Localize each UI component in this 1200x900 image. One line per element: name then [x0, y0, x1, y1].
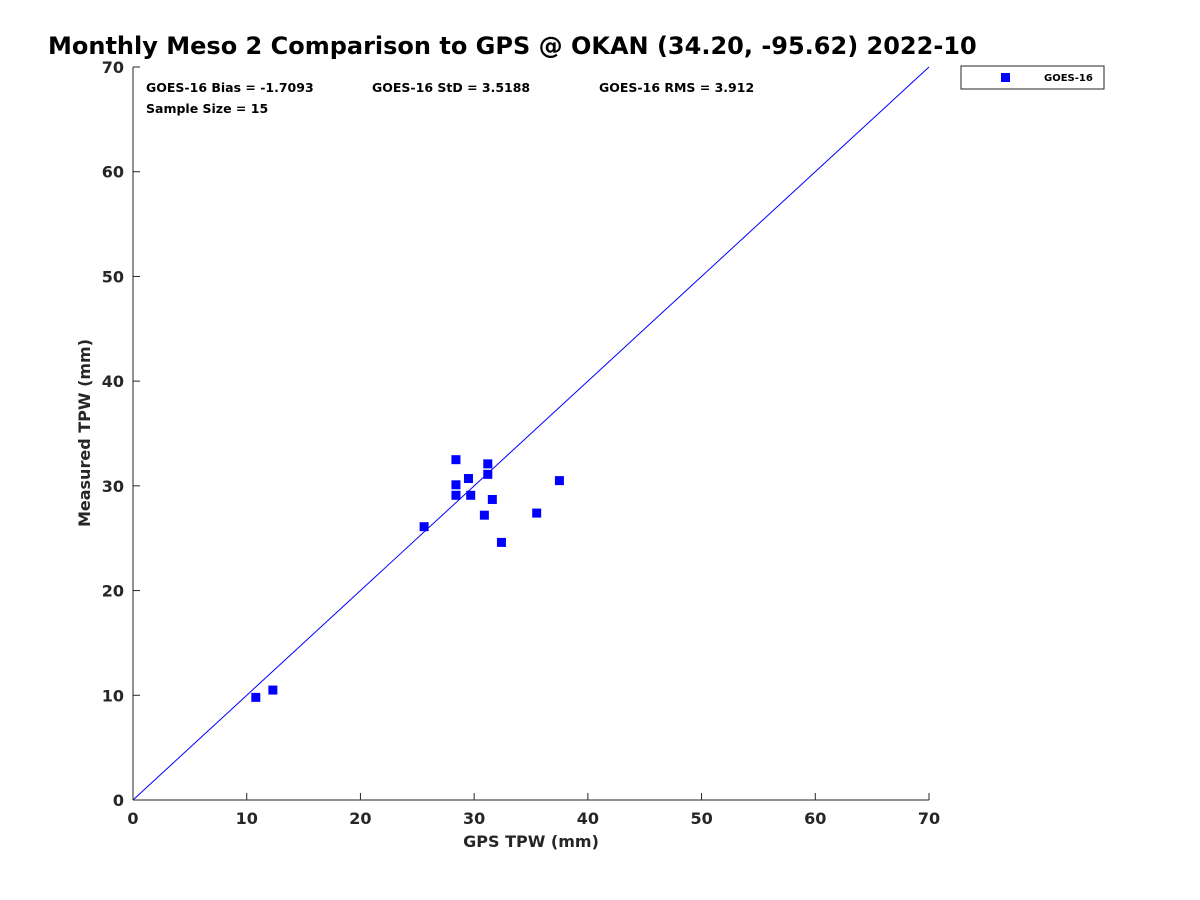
- data-point: [451, 480, 461, 490]
- data-points-layer: [251, 455, 564, 702]
- rms-annotation: GOES-16 RMS = 3.912: [599, 80, 754, 95]
- y-tick-label: 50: [102, 267, 124, 286]
- legend-box: [960, 65, 1105, 90]
- data-point: [554, 476, 564, 486]
- y-tick-label: 0: [113, 791, 124, 810]
- x-tick-label: 0: [127, 809, 138, 828]
- y-tick-label: 40: [102, 372, 124, 391]
- legend-label-goes16: GOES-16: [1044, 73, 1093, 84]
- data-point: [251, 692, 261, 702]
- data-point: [532, 508, 542, 518]
- y-ticks: 0 10 20 30 40 50 60 70: [102, 58, 140, 810]
- data-point: [496, 537, 506, 547]
- data-point: [419, 522, 429, 532]
- data-point: [487, 494, 497, 504]
- y-tick-label: 60: [102, 163, 124, 182]
- reference-line-layer: [132, 66, 930, 801]
- data-point: [451, 490, 461, 500]
- x-tick-label: 60: [804, 809, 826, 828]
- x-tick-label: 10: [236, 809, 258, 828]
- legend-marker-goes16: [1001, 73, 1010, 82]
- x-ticks: 0 10 20 30 40 50 60 70: [127, 793, 940, 828]
- y-tick-label: 20: [102, 582, 124, 601]
- y-tick-label: 30: [102, 477, 124, 496]
- bias-annotation: GOES-16 Bias = -1.7093: [146, 80, 314, 95]
- x-tick-label: 20: [349, 809, 371, 828]
- sample-size-annotation: Sample Size = 15: [146, 101, 268, 116]
- legend: GOES-16: [960, 65, 1105, 90]
- x-tick-label: 70: [918, 809, 940, 828]
- data-point: [463, 474, 473, 484]
- reference-line: [132, 66, 930, 801]
- y-axis-label: Measured TPW (mm): [75, 339, 94, 527]
- std-annotation: GOES-16 StD = 3.5188: [372, 80, 530, 95]
- x-tick-label: 50: [690, 809, 712, 828]
- y-tick-label: 10: [102, 686, 124, 705]
- y-tick-label: 70: [102, 58, 124, 77]
- x-axis-label: GPS TPW (mm): [463, 832, 599, 851]
- data-point: [483, 459, 493, 469]
- data-point: [466, 490, 476, 500]
- chart-title: Monthly Meso 2 Comparison to GPS @ OKAN …: [48, 32, 977, 60]
- data-point: [451, 455, 461, 465]
- data-point: [479, 510, 489, 520]
- data-point: [268, 685, 278, 695]
- data-point: [483, 469, 493, 479]
- x-tick-label: 40: [577, 809, 599, 828]
- x-tick-label: 30: [463, 809, 485, 828]
